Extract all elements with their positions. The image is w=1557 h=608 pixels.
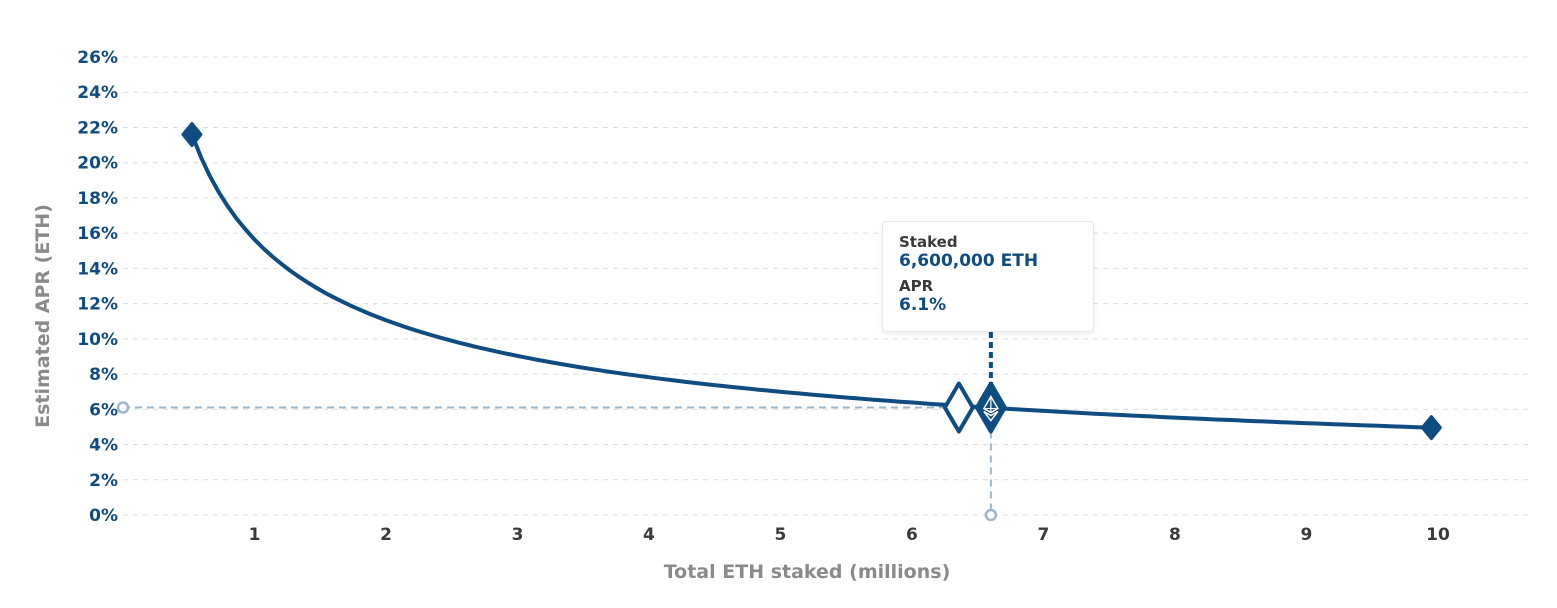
y-tick-label: 16% bbox=[77, 224, 118, 244]
x-axis-ticks: 1 2 3 4 5 6 7 8 9 10 bbox=[249, 525, 1450, 545]
y-tick-label: 0% bbox=[89, 506, 118, 526]
markers bbox=[181, 122, 1442, 441]
x-guide-endpoint bbox=[984, 508, 998, 522]
x-tick-label: 10 bbox=[1426, 525, 1450, 545]
y-guide-endpoint bbox=[116, 401, 130, 414]
end-point-marker bbox=[1420, 415, 1442, 441]
highlight-outline-diamond bbox=[942, 381, 975, 434]
y-tick-label: 8% bbox=[89, 365, 118, 385]
eth-icon bbox=[982, 395, 999, 422]
x-axis-title: Total ETH staked (millions) bbox=[664, 561, 951, 583]
y-tick-label: 12% bbox=[77, 295, 118, 315]
x-tick-label: 8 bbox=[1169, 525, 1181, 545]
x-tick-label: 5 bbox=[775, 525, 787, 545]
tooltip-apr-value: 6.1% bbox=[899, 295, 947, 315]
y-tick-label: 26% bbox=[77, 48, 118, 68]
y-tick-label: 20% bbox=[77, 154, 118, 174]
highlight-guides bbox=[116, 332, 998, 522]
x-tick-label: 6 bbox=[906, 525, 918, 545]
y-tick-label: 10% bbox=[77, 330, 118, 350]
y-tick-label: 4% bbox=[89, 436, 118, 456]
tooltip-apr-label: APR bbox=[899, 277, 934, 295]
y-tick-label: 2% bbox=[89, 471, 118, 491]
y-tick-label: 22% bbox=[77, 118, 118, 138]
series bbox=[189, 132, 1434, 430]
x-tick-label: 7 bbox=[1038, 525, 1050, 545]
y-axis-title: Estimated APR (ETH) bbox=[32, 204, 54, 428]
tooltip-staked-value: 6,600,000 ETH bbox=[899, 251, 1039, 271]
x-tick-label: 9 bbox=[1301, 525, 1313, 545]
series-line bbox=[189, 132, 1434, 430]
highlight-tooltip: Staked 6,600,000 ETH APR 6.1% bbox=[882, 221, 1094, 332]
start-point-marker bbox=[181, 122, 203, 148]
x-tick-label: 3 bbox=[512, 525, 524, 545]
y-tick-label: 24% bbox=[77, 83, 118, 103]
tooltip-staked-label: Staked bbox=[899, 233, 958, 251]
y-tick-label: 18% bbox=[77, 189, 118, 209]
gridlines bbox=[123, 56, 1530, 516]
x-tick-label: 4 bbox=[643, 525, 655, 545]
y-tick-label: 14% bbox=[77, 259, 118, 279]
x-tick-label: 2 bbox=[380, 525, 392, 545]
x-tick-label: 1 bbox=[249, 525, 261, 545]
y-tick-label: 6% bbox=[89, 400, 118, 420]
y-axis-ticks: 0% 2% 4% 6% 8% 10% 12% 14% 16% 18% 20% 22% 24% 26% bbox=[77, 48, 118, 526]
